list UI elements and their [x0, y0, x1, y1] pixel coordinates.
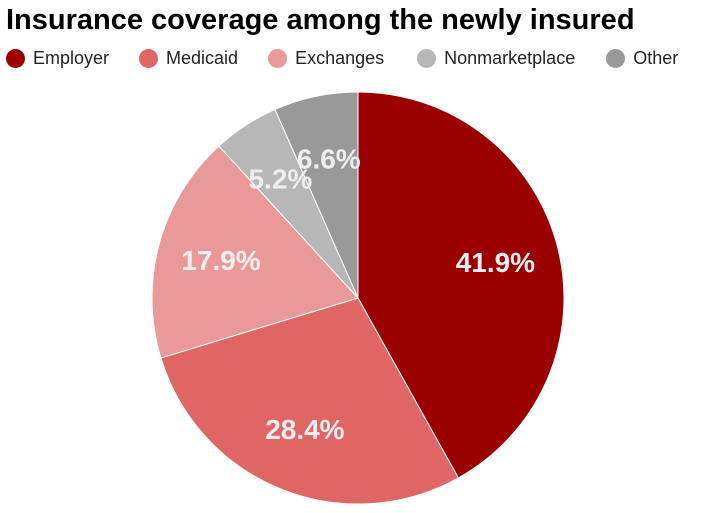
- legend-swatch-medicaid: [139, 48, 159, 68]
- legend-item-exchanges: Exchanges: [268, 48, 384, 69]
- legend-swatch-employer: [6, 48, 25, 68]
- legend-label-other: Other: [633, 47, 679, 68]
- data-label-employer: 41.9%: [456, 247, 535, 278]
- legend-item-other: Other: [606, 48, 678, 69]
- pie-slice-other: [274, 91, 359, 299]
- legend-swatch-other: [606, 48, 626, 68]
- legend: Employer Medicaid Exchanges Nonmarketpla…: [6, 47, 678, 69]
- data-label-nonmarketplace: 5.2%: [248, 164, 312, 195]
- legend-swatch-exchanges: [268, 48, 288, 68]
- legend-label-nonmarketplace: Nonmarketplace: [444, 47, 576, 68]
- legend-item-medicaid: Medicaid: [139, 48, 238, 69]
- pie-slice-employer: [357, 91, 565, 479]
- data-label-medicaid: 28.4%: [265, 414, 344, 445]
- legend-item-employer: Employer: [6, 48, 109, 69]
- legend-swatch-nonmarketplace: [417, 48, 437, 68]
- data-label-other: 6.6%: [297, 144, 361, 175]
- legend-item-nonmarketplace: Nonmarketplace: [417, 48, 575, 69]
- legend-label-medicaid: Medicaid: [166, 47, 239, 68]
- legend-label-employer: Employer: [33, 47, 110, 68]
- pie-slice-exchanges: [151, 145, 359, 359]
- legend-label-exchanges: Exchanges: [295, 47, 385, 68]
- chart-title: Insurance coverage among the newly insur…: [6, 4, 635, 36]
- pie-slice-medicaid: [160, 297, 460, 505]
- data-label-exchanges: 17.9%: [181, 245, 260, 276]
